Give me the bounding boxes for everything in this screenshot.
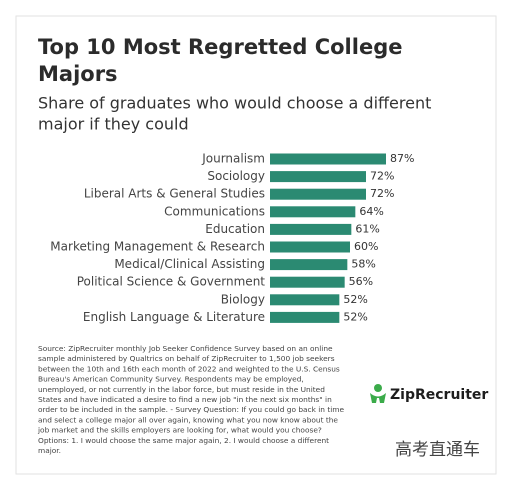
bar (270, 241, 350, 253)
source-note: and select a college major all over agai… (38, 415, 338, 424)
value-label: 56% (349, 275, 373, 288)
category-label: Communications (164, 204, 265, 218)
source-note: Source: ZipRecruiter monthly Job Seeker … (38, 344, 333, 353)
value-label: 60% (354, 240, 378, 253)
category-label: Journalism (201, 152, 265, 166)
bar (270, 311, 340, 323)
category-label: Political Science & Government (77, 275, 266, 289)
value-label: 72% (370, 187, 394, 200)
source-note: between the 10th and 16th each month of … (38, 364, 340, 373)
category-label: Biology (221, 292, 265, 306)
source-note: job market and the skills employers are … (37, 426, 322, 435)
card (15, 15, 497, 475)
source-note: Options: 1. I would choose the same majo… (38, 436, 329, 445)
chart-title: Top 10 Most Regretted College (38, 35, 402, 59)
value-label: 87% (390, 152, 414, 165)
value-label: 64% (359, 205, 383, 218)
source-note: Bureau's American Community Survey. Resp… (38, 375, 304, 384)
bar (270, 276, 345, 288)
chart-subtitle: Share of graduates who would choose a di… (38, 94, 431, 113)
category-label: Marketing Management & Research (50, 240, 265, 254)
value-label: 58% (351, 258, 375, 271)
value-label: 52% (343, 310, 367, 323)
bar (270, 259, 348, 271)
source-note: sample administered by Qualtrics on beha… (38, 354, 335, 363)
bar (270, 188, 366, 200)
logo-icon (370, 384, 386, 403)
watermark: 高考直通车 (395, 440, 480, 460)
bar (270, 171, 366, 183)
value-label: 72% (370, 170, 394, 183)
source-note: major. (38, 446, 61, 455)
value-label: 52% (343, 293, 367, 306)
source-note: order to be included in the sample. - Su… (38, 405, 344, 414)
bar (270, 223, 352, 235)
bar (270, 153, 386, 165)
logo: ZipRecruiter (390, 387, 488, 403)
category-label: English Language & Literature (83, 310, 265, 324)
bar (270, 206, 356, 218)
value-label: 61% (355, 222, 379, 235)
chart-title: Majors (38, 62, 118, 86)
chart-subtitle: major if they could (38, 115, 189, 134)
category-label: Sociology (207, 169, 265, 183)
source-note: States and have indicated a desire to fi… (38, 395, 332, 404)
category-label: Education (205, 222, 265, 236)
source-note: unemployed, or not currently in the labo… (38, 385, 325, 394)
category-label: Medical/Clinical Assisting (114, 257, 265, 271)
bar (270, 294, 340, 306)
category-label: Liberal Arts & General Studies (84, 187, 265, 201)
